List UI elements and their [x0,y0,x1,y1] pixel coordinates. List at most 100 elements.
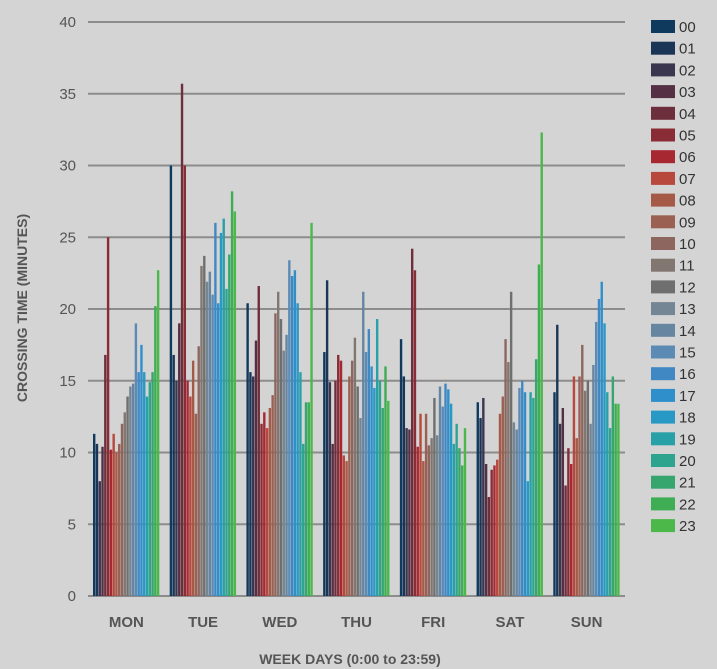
x-category-label: FRI [421,614,445,631]
bar-sat-02 [482,397,485,596]
legend-item: 20 [651,453,696,470]
bar-thu-03 [331,443,334,596]
bar-tue-05 [183,165,187,596]
bar-sun-02 [558,423,562,596]
bar-thu-12 [356,386,359,596]
legend-item: 22 [651,496,696,513]
bar-wed-02 [251,376,255,596]
legend-item: 11 [651,258,695,275]
bar-tue-15 [211,294,214,596]
legend-label: 07 [679,171,696,188]
bar-mon-06 [109,449,113,596]
bar-tue-13 [205,281,209,596]
bar-tue-21 [228,254,231,596]
bar-tue-02 [175,380,178,596]
legend-label: 14 [679,323,696,340]
bar-wed-06 [263,412,266,596]
bar-tue-11 [200,265,203,596]
bar-wed-12 [279,319,283,596]
legend-swatch [651,497,675,511]
legend: 00 01 02 03 04 05 06 07 08 09 10 11 12 13 14 15 16 17 18 19… [651,19,696,535]
legend-label: 17 [679,388,696,405]
legend-item: 07 [651,171,696,188]
x-axis-title: WEEK DAYS (0:00 to 23:59) [259,651,441,667]
legend-swatch [651,388,675,402]
bar-sat-09 [501,396,504,596]
legend-item: 02 [651,62,696,79]
y-tick-label: 25 [59,229,76,246]
bar-tue-18 [219,232,223,596]
bar-sun-14 [592,364,595,596]
legend-label: 22 [679,496,696,513]
bar-sat-22 [537,264,541,596]
bar-fri-08 [422,461,425,596]
bar-fri-11 [430,438,433,596]
bar-mon-09 [118,443,121,596]
bar-mon-18 [143,372,146,596]
legend-swatch [651,258,675,272]
bar-sun-06 [569,463,573,596]
legend-item: 18 [651,410,696,427]
bar-thu-21 [381,408,384,596]
bar-thu-01 [325,280,329,596]
bar-wed-18 [296,303,299,596]
legend-swatch [651,63,675,77]
bar-mon-20 [148,382,151,596]
bar-sun-12 [586,380,590,596]
bar-mon-17 [140,344,143,597]
bar-tue-08 [191,360,195,596]
bar-thu-15 [364,352,368,596]
bar-sun-15 [594,321,598,596]
bar-thu-07 [342,455,345,596]
bar-wed-22 [307,402,310,596]
legend-item: 10 [651,236,696,253]
bar-tue-03 [178,323,181,596]
bar-thu-04 [334,380,337,596]
legend-label: 08 [679,193,696,210]
bar-sat-23 [540,132,543,596]
legend-item: 01 [651,41,696,58]
legend-swatch [651,345,675,359]
bar-sat-14 [515,429,518,596]
bar-sun-13 [589,423,592,596]
y-tick-label: 30 [59,158,76,175]
legend-label: 21 [679,475,696,492]
x-category-label: WED [262,614,297,631]
legend-label: 20 [679,453,696,470]
legend-item: 21 [651,475,696,492]
bar-mon-08 [115,452,118,596]
legend-item: 16 [651,366,696,383]
legend-swatch [651,171,675,185]
bar-sat-20 [532,397,535,596]
legend-label: 05 [679,128,696,145]
bar-sun-01 [556,324,559,596]
bar-mon-12 [126,396,129,596]
bar-tue-14 [208,271,212,596]
bar-thu-08 [345,461,348,596]
bar-mon-10 [120,423,124,596]
bar-fri-03 [408,429,411,596]
bar-wed-11 [277,291,280,596]
bar-fri-23 [463,428,467,596]
bar-thu-20 [378,380,382,596]
bar-tue-23 [233,211,237,597]
legend-swatch [651,519,675,533]
bar-thu-06 [339,360,343,596]
bar-thu-02 [328,382,332,596]
bar-tue-20 [225,288,228,596]
legend-label: 13 [679,301,696,318]
y-tick-label: 15 [59,373,76,390]
bar-fri-00 [399,339,403,596]
bar-fri-09 [424,413,428,596]
legend-label: 11 [679,258,695,275]
bar-thu-18 [373,387,376,596]
bar-tue-17 [216,303,220,596]
bar-sat-18 [526,481,530,596]
bar-sat-01 [479,418,482,596]
bar-tue-06 [186,380,189,596]
bar-wed-10 [274,313,277,596]
legend-item: 00 [651,19,696,36]
y-tick-label: 40 [59,14,76,31]
legend-swatch [651,367,675,381]
